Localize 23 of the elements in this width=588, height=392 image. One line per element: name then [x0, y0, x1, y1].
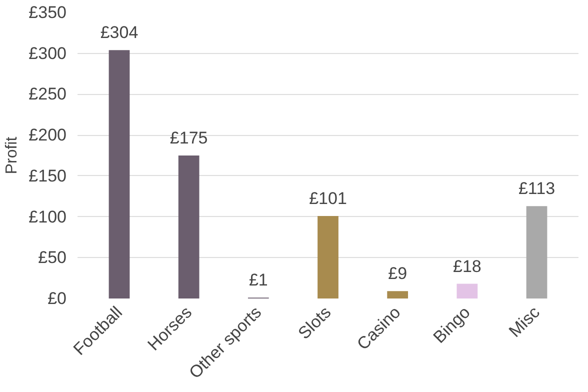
- bar: [387, 291, 408, 298]
- bar: [108, 50, 130, 298]
- data-label: £101: [309, 188, 347, 208]
- data-label: £1: [248, 270, 268, 290]
- bar: [456, 284, 478, 298]
- bar: [526, 206, 548, 298]
- y-tick-label: £50: [38, 248, 67, 268]
- y-tick-label: £350: [28, 3, 67, 22]
- data-label: £304: [100, 23, 138, 42]
- data-label: £18: [452, 256, 482, 276]
- y-tick-label: £0: [48, 289, 67, 308]
- y-tick-label: £200: [28, 126, 67, 145]
- y-tick-label: £250: [28, 84, 67, 104]
- data-label: £113: [518, 179, 556, 198]
- y-axis-title: Profit: [4, 136, 21, 174]
- bar: [318, 216, 338, 298]
- x-tick-label: Misc: [505, 302, 544, 341]
- y-tick-label: £100: [28, 207, 67, 226]
- bar: [178, 156, 200, 298]
- data-label: £175: [170, 128, 208, 148]
- y-tick-label: £300: [28, 44, 67, 63]
- y-tick-label: £150: [28, 166, 67, 186]
- data-label: £9: [388, 264, 408, 284]
